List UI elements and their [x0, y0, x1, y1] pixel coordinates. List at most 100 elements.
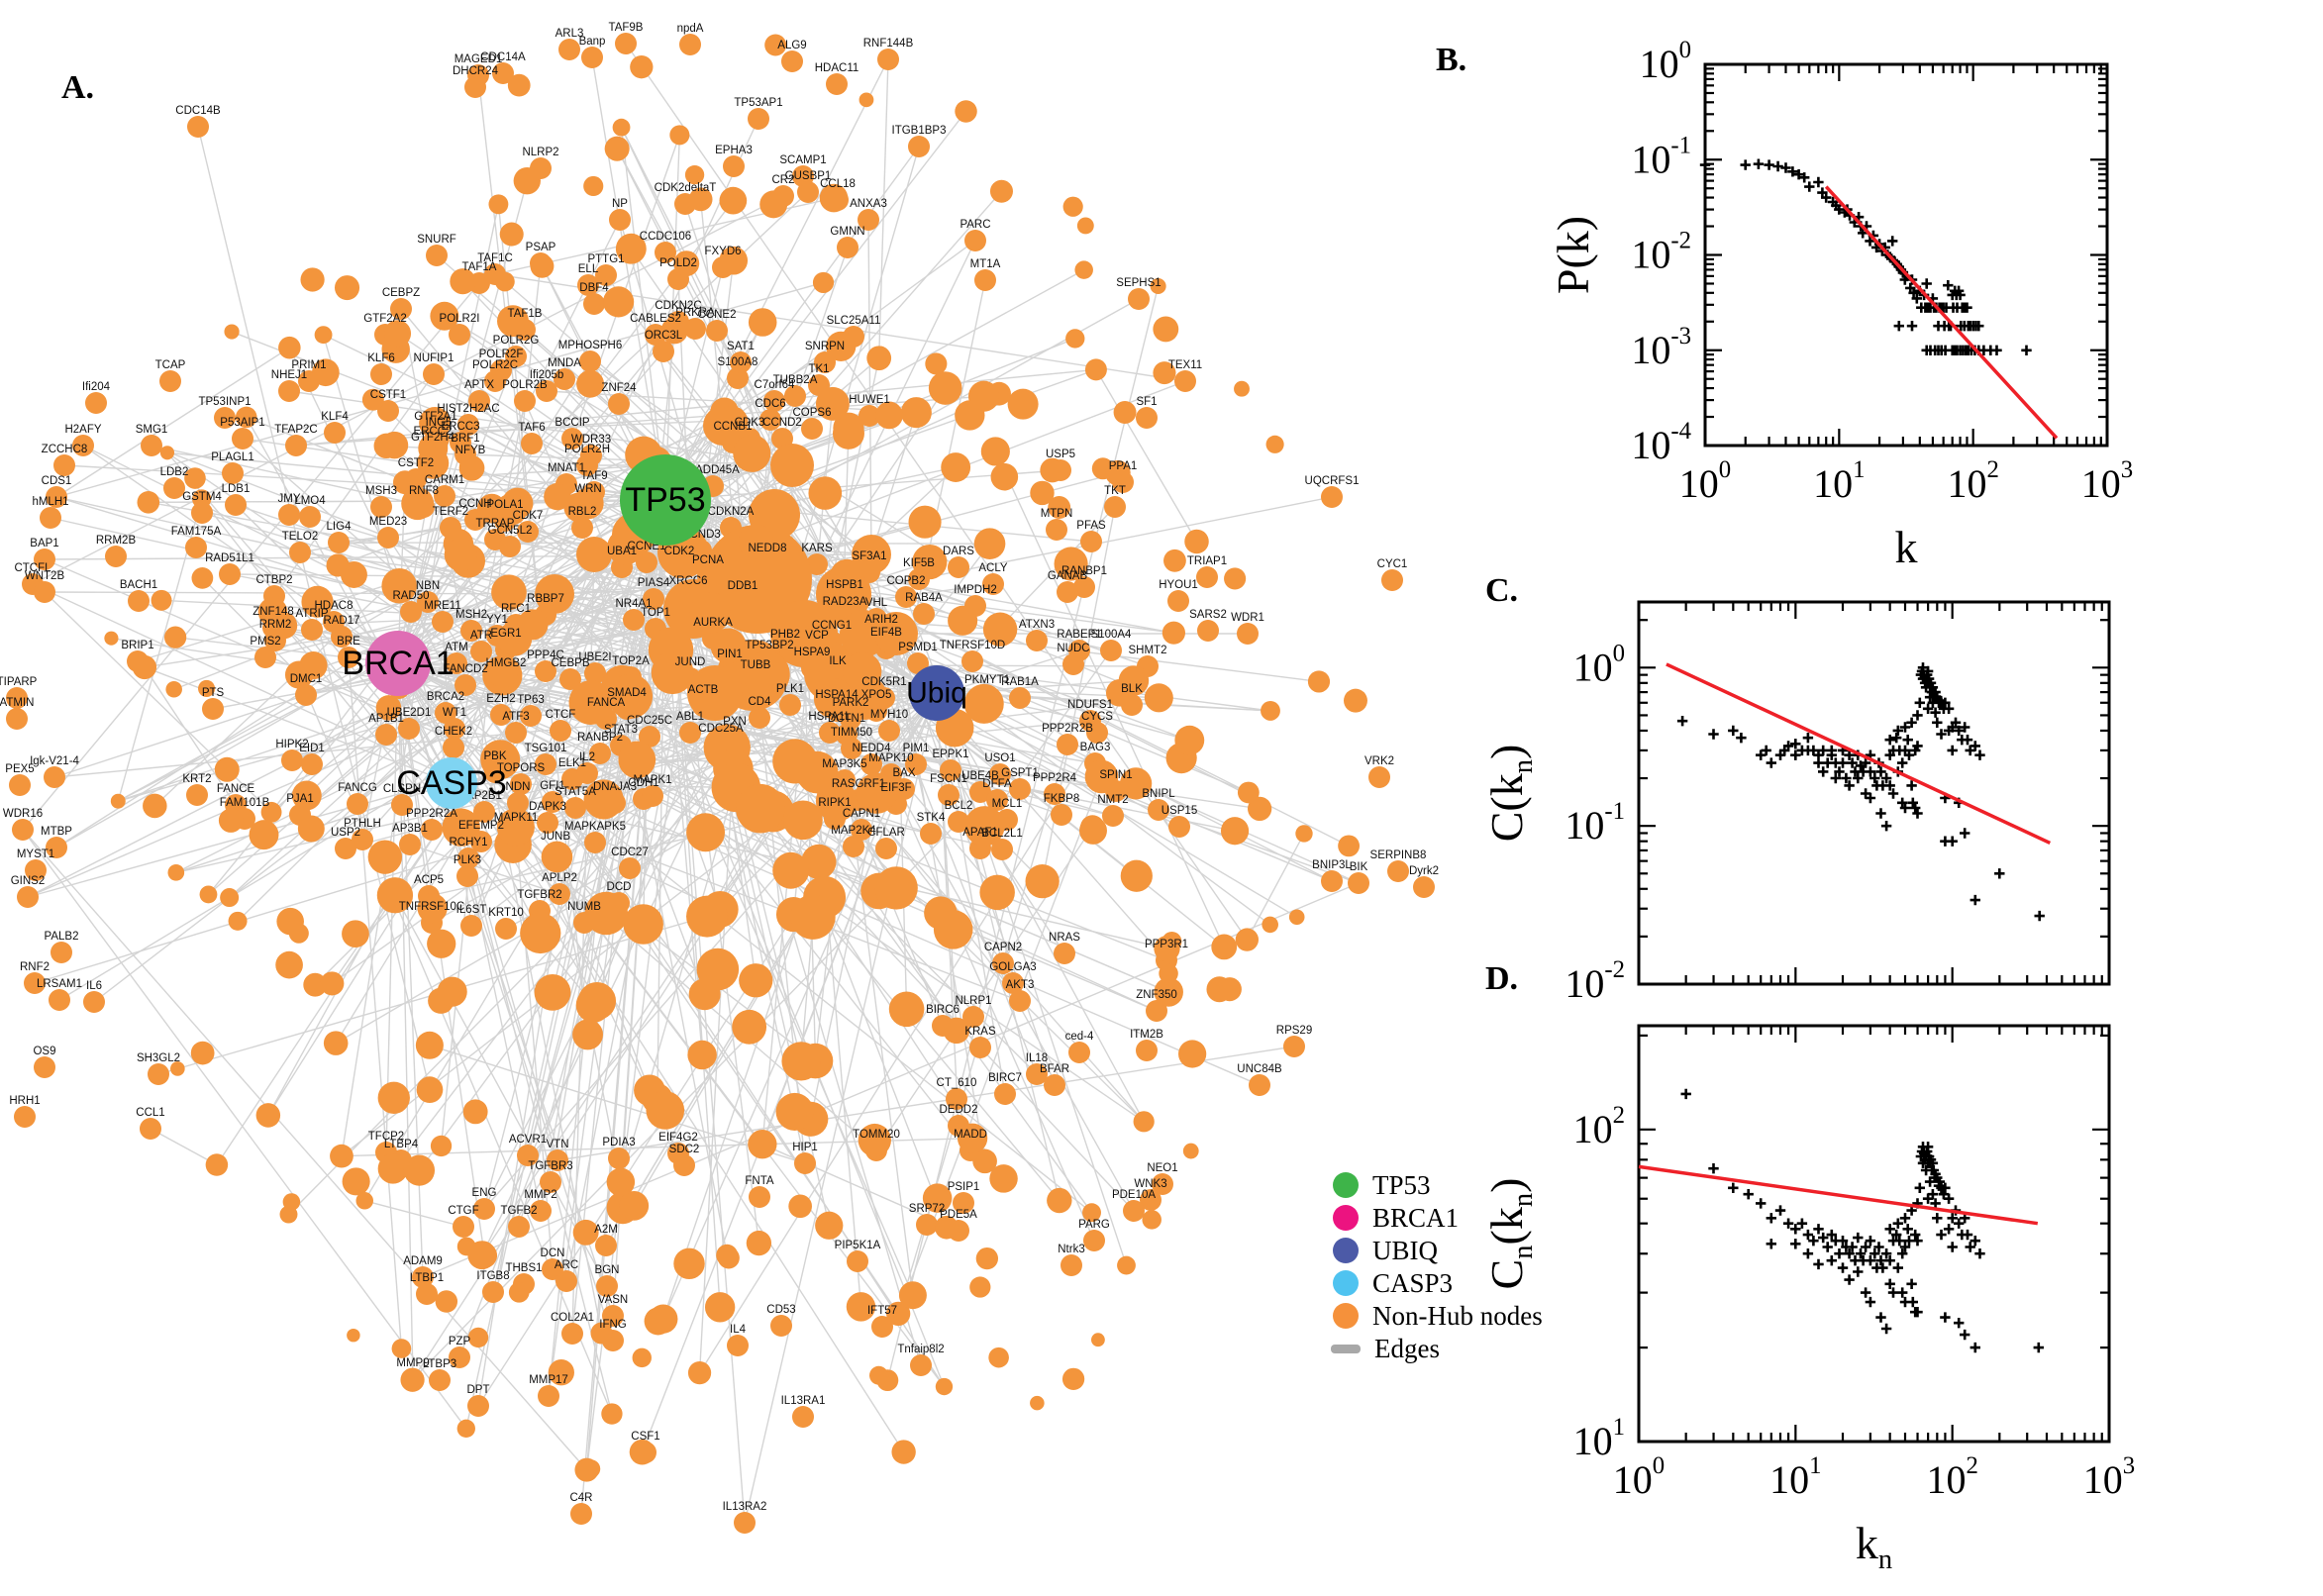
- network-node-label: NR4A1: [615, 598, 652, 610]
- network-node: [710, 628, 747, 664]
- network-node-label: CAPN2: [984, 942, 1022, 953]
- network-node: [908, 136, 930, 157]
- network-node: [269, 612, 298, 640]
- network-node-label: KRAS: [964, 1026, 996, 1038]
- network-node: [377, 527, 399, 549]
- network-node: [1009, 687, 1031, 709]
- network-node: [338, 647, 359, 668]
- network-node-label: RCHY1: [450, 837, 488, 848]
- network-node-label: RASGRF1: [832, 778, 885, 790]
- tick-label: 10-3: [1631, 323, 1691, 372]
- network-node: [517, 609, 549, 641]
- network-node-label: DFFA: [982, 778, 1012, 790]
- network-node: [540, 1171, 561, 1193]
- network-node-label: WRN: [574, 483, 601, 495]
- network-node: [442, 808, 480, 847]
- network-edge: [552, 499, 666, 993]
- network-node: [1206, 976, 1233, 1003]
- network-edge: [895, 633, 1190, 742]
- hub-label: Ubiq: [906, 677, 967, 710]
- network-node: [375, 724, 397, 746]
- network-node: [326, 553, 350, 577]
- network-node-label: GANAB: [1048, 570, 1088, 582]
- network-node: [969, 1037, 991, 1058]
- network-node: [609, 209, 631, 231]
- network-node: [1154, 977, 1183, 1007]
- network-node: [916, 1214, 938, 1236]
- network-node: [12, 819, 34, 841]
- network-node: [1140, 1189, 1162, 1211]
- network-node: [763, 390, 785, 412]
- network-node-label: LDB2: [160, 466, 189, 478]
- network-node-label: LIG4: [327, 521, 353, 533]
- network-node-label: AKT3: [1006, 979, 1035, 991]
- network-node-label: LTBP3: [423, 1358, 456, 1370]
- network-edge: [781, 247, 849, 440]
- network-node: [430, 301, 459, 331]
- network-edge: [150, 1128, 218, 1166]
- network-node: [416, 1283, 438, 1305]
- network-node-label: COL2A1: [551, 1312, 594, 1324]
- network-node: [1413, 876, 1435, 898]
- tick-label: 10-2: [1565, 956, 1625, 1006]
- network-node: [1153, 316, 1179, 343]
- network-edge: [465, 842, 596, 1429]
- network-node-label: LDB1: [222, 483, 251, 495]
- network-node-label: FAM175A: [171, 526, 222, 538]
- network-node-label: Ifi205b: [530, 369, 564, 381]
- network-node-label: CEBPB: [552, 657, 590, 669]
- network-node: [576, 537, 612, 572]
- network-node: [299, 651, 328, 680]
- network-node-label: CDKN2A: [708, 506, 755, 518]
- network-node: [437, 976, 467, 1007]
- network-edge: [417, 464, 655, 505]
- network-edge: [22, 829, 588, 1471]
- network-node-label: VTN: [547, 1139, 569, 1150]
- tick-label: 10-2: [1631, 228, 1691, 277]
- network-node: [202, 698, 224, 720]
- network-node: [429, 1369, 451, 1391]
- network-node-label: PARG: [1078, 1219, 1110, 1231]
- network-node: [922, 1183, 953, 1213]
- network-node-label: XRCC6: [669, 575, 708, 587]
- network-node: [943, 1017, 970, 1045]
- network-edge: [429, 1045, 806, 1164]
- network-edge: [895, 633, 908, 1010]
- network-node: [1128, 288, 1150, 310]
- network-node-label: WT1: [443, 707, 466, 719]
- network-node: [1091, 1333, 1105, 1347]
- network-node: [347, 793, 368, 815]
- panel-label-a: A.: [61, 69, 95, 106]
- network-node: [673, 250, 700, 277]
- network-node: [596, 1275, 618, 1297]
- network-node-label: MED23: [369, 516, 407, 528]
- network-node: [851, 819, 872, 841]
- network-node: [632, 1347, 652, 1368]
- network-node-label: PPP2R4: [1033, 772, 1077, 784]
- network-edge: [554, 593, 706, 995]
- network-node: [1062, 653, 1084, 675]
- legend-color-dot: [1333, 1238, 1359, 1263]
- network-node-label: CHEK2: [435, 726, 472, 738]
- network-node-label: TOP1: [641, 607, 670, 619]
- network-node: [473, 801, 495, 823]
- network-node-label: MMP9: [396, 1357, 429, 1369]
- tick-label: 100: [1679, 456, 1731, 506]
- network-node: [980, 437, 1010, 466]
- network-node: [905, 753, 927, 775]
- network-node-label: FANCA: [587, 697, 626, 709]
- network-node: [1048, 496, 1071, 519]
- network-node: [46, 837, 67, 858]
- network-node-label: CTBP2: [255, 574, 292, 586]
- network-node: [584, 891, 629, 936]
- network-node: [759, 190, 788, 219]
- network-node-label: FNTA: [745, 1175, 774, 1187]
- network-edge: [53, 694, 307, 778]
- network-node: [83, 991, 105, 1013]
- network-node: [495, 918, 517, 940]
- network-node: [40, 507, 61, 529]
- plot-ticks: [1637, 602, 2111, 986]
- network-node-label: EIF4B: [870, 627, 902, 639]
- network-node: [491, 574, 527, 611]
- network-node-label: CEBPZ: [382, 287, 420, 299]
